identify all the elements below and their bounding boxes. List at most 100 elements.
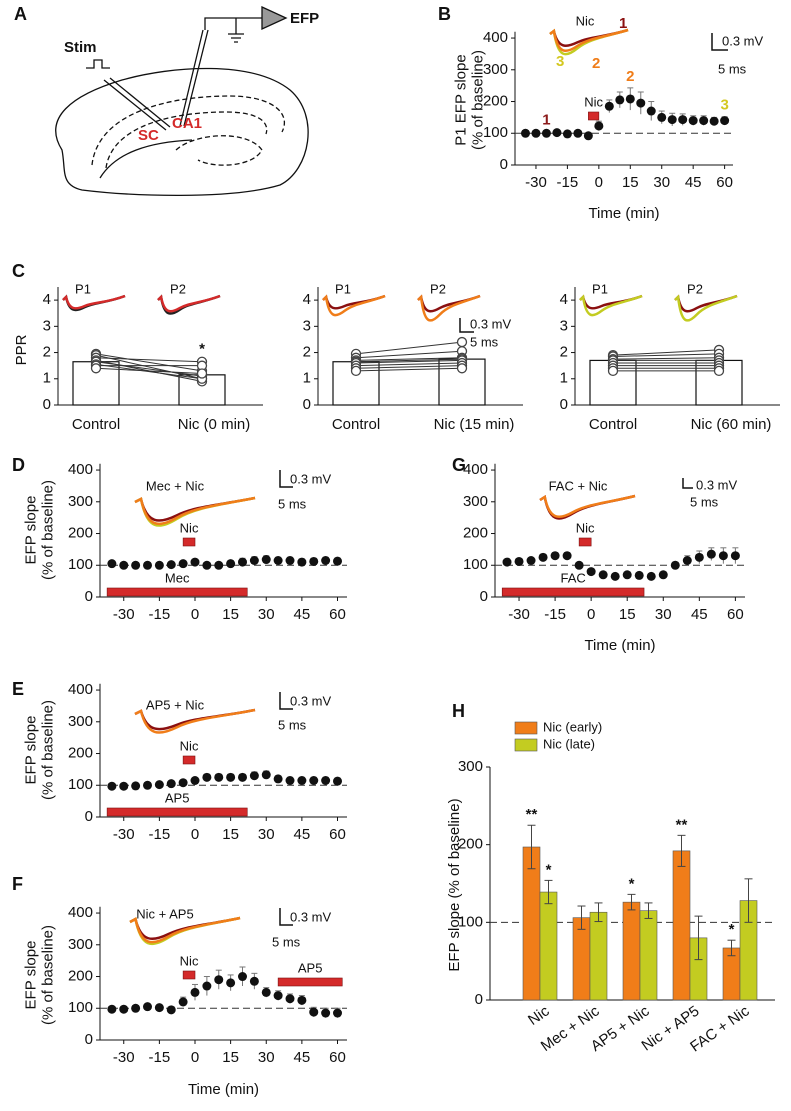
- data-point: [706, 549, 716, 559]
- y-tick-label: 4: [560, 291, 568, 308]
- data-point: [718, 551, 728, 561]
- hippocampus-layer: [105, 111, 268, 169]
- scale-label: 5 ms: [718, 61, 747, 76]
- data-point: [658, 570, 668, 580]
- x-tick-label: Nic (0 min): [178, 416, 251, 433]
- data-point: [604, 101, 614, 111]
- data-point: [190, 987, 200, 997]
- x-tick-label: 45: [691, 606, 708, 623]
- data-point: [178, 559, 188, 569]
- y-tick-label: 1: [560, 370, 568, 387]
- pair-line: [355, 341, 463, 355]
- data-point: [190, 776, 200, 786]
- individual-point: [196, 368, 208, 379]
- data-point: [678, 115, 688, 125]
- bar: [622, 901, 641, 1001]
- data-point: [154, 1003, 164, 1013]
- data-point: [249, 771, 259, 781]
- y-axis-label: EFP slope: [22, 716, 39, 785]
- inset-trace: [322, 294, 386, 317]
- data-point: [261, 555, 271, 565]
- y-axis-label: (% of baseline): [39, 480, 56, 580]
- data-point: [610, 571, 620, 581]
- data-point: [273, 991, 283, 1001]
- x-tick-label: -15: [149, 606, 171, 623]
- data-point: [550, 551, 560, 561]
- data-point: [321, 1008, 331, 1018]
- scale-label: 0.3 mV: [290, 471, 332, 486]
- data-point: [178, 997, 188, 1007]
- x-tick-label: 0: [587, 606, 595, 623]
- y-tick-label: 200: [458, 836, 483, 853]
- x-tick-label: 15: [222, 826, 239, 843]
- y-tick-label: 2: [303, 344, 311, 361]
- scale-bar: [279, 692, 293, 710]
- x-tick-label: 45: [294, 1049, 311, 1066]
- data-point: [297, 995, 307, 1005]
- y-axis-label: (% of baseline): [469, 50, 486, 150]
- y-tick-label: 200: [68, 524, 93, 541]
- y-tick-label: 1: [43, 370, 51, 387]
- stim-electrode: [103, 77, 171, 131]
- data-point: [670, 560, 680, 570]
- scale-bar: [279, 470, 293, 488]
- x-tick-label: 0: [191, 606, 199, 623]
- data-point: [285, 556, 295, 566]
- recording-electrode: [179, 17, 262, 127]
- individual-point: [456, 363, 468, 374]
- panel-label: F: [12, 874, 23, 894]
- drug-label: Nic: [180, 953, 199, 968]
- x-tick-label: 45: [294, 606, 311, 623]
- data-point: [309, 1007, 319, 1017]
- pair-line: [355, 365, 463, 369]
- data-point: [107, 559, 117, 569]
- panel-label: A: [14, 4, 27, 24]
- y-tick-label: 2: [560, 344, 568, 361]
- y-axis-label: EFP slope (% of baseline): [446, 798, 463, 971]
- panel-label: B: [438, 4, 451, 24]
- data-point: [598, 570, 608, 580]
- y-tick-label: 400: [463, 461, 488, 478]
- x-tick-label: 0: [191, 826, 199, 843]
- scale-label: 0.3 mV: [470, 316, 512, 331]
- data-point: [622, 570, 632, 580]
- x-tick-label: Control: [589, 416, 637, 433]
- x-tick-label: -15: [149, 1049, 171, 1066]
- pair-line: [355, 350, 463, 359]
- inset-title: FAC + Nic: [549, 478, 608, 493]
- data-point: [119, 1004, 129, 1014]
- scale-label: 0.3 mV: [290, 693, 332, 708]
- data-point: [657, 112, 667, 122]
- y-tick-label: 0: [85, 808, 93, 825]
- data-point: [667, 115, 677, 125]
- trace-label: P2: [430, 281, 446, 296]
- drug-application: [277, 977, 343, 987]
- data-point: [541, 128, 551, 138]
- y-tick-label: 400: [68, 904, 93, 921]
- y-axis-label: (% of baseline): [39, 700, 56, 800]
- x-tick-label: Control: [72, 416, 120, 433]
- data-point: [261, 987, 271, 997]
- data-point: [273, 556, 283, 566]
- data-point: [552, 128, 562, 138]
- y-tick-label: 4: [303, 291, 311, 308]
- bar: [672, 850, 691, 1001]
- y-tick-label: 300: [463, 493, 488, 510]
- point-marker: 3: [720, 97, 728, 114]
- data-point: [514, 556, 524, 566]
- data-point: [688, 116, 698, 126]
- data-point: [636, 98, 646, 108]
- x-tick-label: 45: [294, 826, 311, 843]
- data-point: [202, 981, 212, 991]
- data-point: [615, 95, 625, 105]
- y-tick-label: 100: [68, 999, 93, 1016]
- y-tick-label: 1: [303, 370, 311, 387]
- data-point: [333, 1008, 342, 1018]
- trace-label: P1: [335, 281, 351, 296]
- y-tick-label: 300: [483, 61, 508, 78]
- significance: *: [199, 341, 205, 358]
- x-tick-label: 60: [716, 174, 733, 191]
- x-axis-label: Time (min): [188, 1081, 259, 1098]
- inset-trace: [539, 494, 636, 519]
- x-tick-label: -30: [508, 606, 530, 623]
